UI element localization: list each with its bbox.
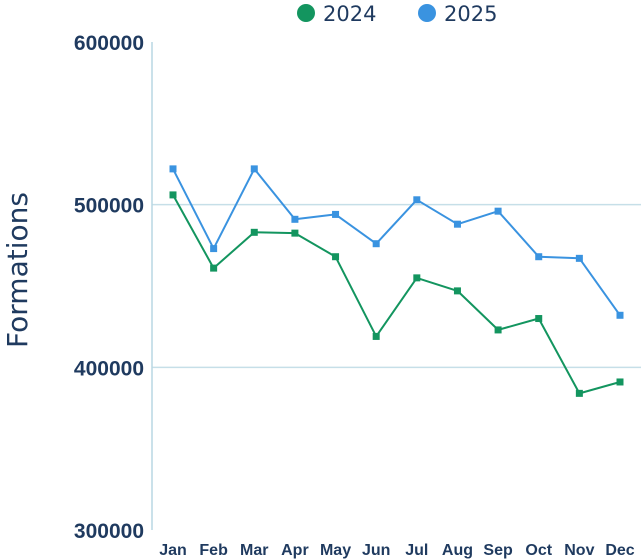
x-tick-label: Feb <box>199 542 228 559</box>
data-point <box>169 191 177 199</box>
data-point <box>372 332 380 340</box>
legend-label: 2025 <box>444 2 497 26</box>
x-tick-label: Nov <box>564 542 594 559</box>
data-point <box>169 165 177 173</box>
y-tick-label: 600000 <box>74 32 144 55</box>
data-point <box>494 326 502 334</box>
data-point <box>575 389 583 397</box>
data-point <box>535 253 543 261</box>
x-tick-label: Aug <box>442 542 473 559</box>
x-tick-label: May <box>320 542 351 559</box>
series-line <box>172 167 621 316</box>
data-point <box>250 228 258 236</box>
data-point <box>535 315 543 323</box>
y-tick-label: 400000 <box>74 357 144 380</box>
data-point <box>210 264 218 272</box>
x-tick-label: Mar <box>240 542 268 559</box>
data-point <box>413 196 421 204</box>
data-point <box>413 274 421 282</box>
data-point <box>372 240 380 248</box>
x-tick-label: Dec <box>605 542 634 559</box>
series-2025 <box>169 165 624 319</box>
data-point <box>210 245 218 253</box>
data-point <box>575 254 583 262</box>
data-point <box>453 220 461 228</box>
y-tick-label: 300000 <box>74 520 144 543</box>
data-point <box>616 378 624 386</box>
x-tick-label: Jul <box>405 542 428 559</box>
series-layer <box>169 165 624 397</box>
data-point <box>332 210 340 218</box>
y-axis-title: Formations <box>1 192 34 348</box>
legend-item: 2024 <box>297 2 376 26</box>
x-tick-label: Apr <box>281 542 309 559</box>
data-point <box>453 287 461 295</box>
x-tick-label: Sep <box>483 542 513 559</box>
data-point <box>494 207 502 215</box>
series-line <box>172 194 621 395</box>
x-tick-label: Oct <box>525 542 552 559</box>
legend-marker <box>418 4 436 22</box>
y-tick-label: 500000 <box>74 195 144 218</box>
legend-label: 2024 <box>323 2 376 26</box>
legend: 2024 2025 <box>297 2 497 26</box>
legend-marker <box>297 4 315 22</box>
y-tick-labels: 600000 500000 400000 300000 <box>74 32 144 543</box>
data-point <box>291 215 299 223</box>
data-point <box>332 253 340 261</box>
legend-item: 2025 <box>418 2 497 26</box>
data-point <box>250 165 258 173</box>
x-tick-labels: Jan Feb Mar Apr May Jun Jul Aug Sep Oct Nov Dec <box>159 542 635 559</box>
series-2024 <box>169 191 624 397</box>
grid-lines <box>152 203 641 369</box>
data-point <box>291 229 299 237</box>
x-tick-label: Jan <box>159 542 187 559</box>
data-point <box>616 311 624 319</box>
x-tick-label: Jun <box>362 542 390 559</box>
